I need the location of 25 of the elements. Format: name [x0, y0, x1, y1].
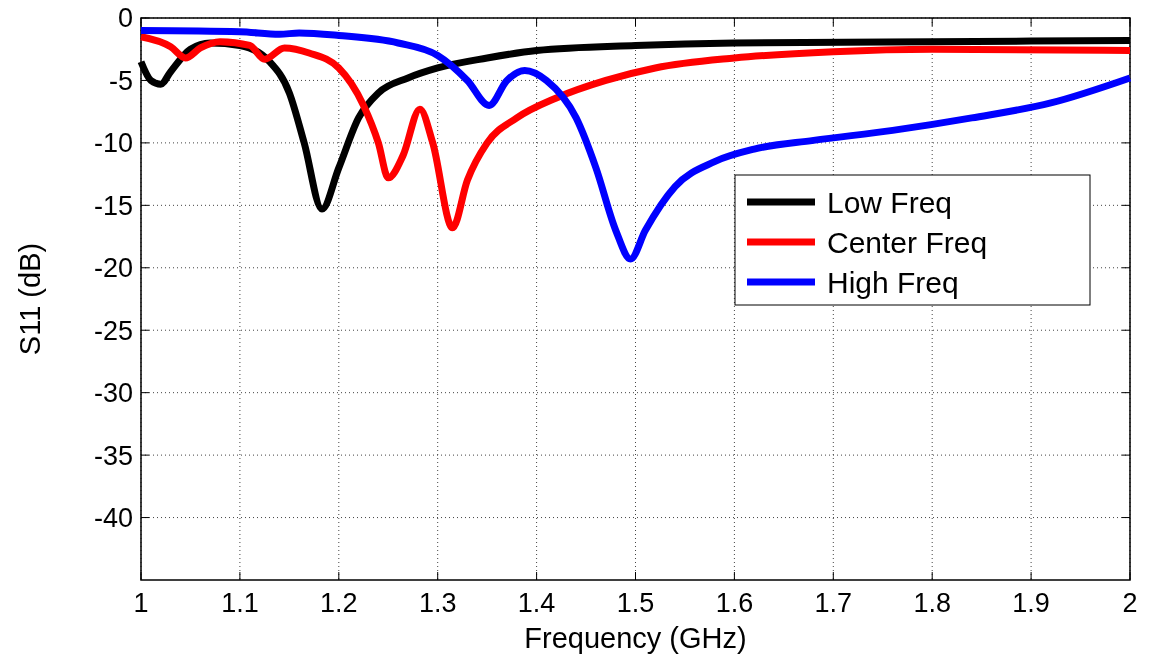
legend-label: Low Freq	[827, 185, 953, 219]
legend-label: High Freq	[827, 265, 959, 299]
x-tick-label: 1.8	[913, 588, 951, 618]
x-axis-title: Frequency (GHz)	[524, 622, 747, 654]
x-tick-label: 1.6	[715, 588, 754, 618]
x-tick-label: 1.5	[616, 588, 655, 618]
x-tick-label: 1.3	[418, 588, 457, 618]
legend-label: Center Freq	[827, 225, 988, 259]
x-tick-label: 2	[1122, 588, 1138, 618]
y-tick-label: -30	[93, 378, 133, 409]
y-tick-label: -10	[93, 128, 133, 159]
x-tick-label: 1.2	[320, 588, 358, 618]
x-tick-label: 1	[133, 588, 149, 618]
y-tick-label: -20	[93, 253, 133, 284]
y-tick-label: -35	[93, 440, 133, 471]
x-tick-label: 1.4	[517, 588, 556, 618]
x-tick-label: 1.9	[1012, 588, 1050, 618]
x-tick-label: 1.1	[221, 588, 259, 618]
y-tick-label: 0	[117, 3, 133, 34]
y-tick-label: -25	[93, 315, 133, 346]
y-tick-label: -40	[93, 503, 133, 534]
y-tick-label: -5	[108, 65, 133, 96]
y-axis-title: S11 (dB)	[14, 242, 46, 356]
x-tick-label: 1.7	[814, 588, 853, 618]
y-tick-label: -15	[93, 190, 133, 221]
